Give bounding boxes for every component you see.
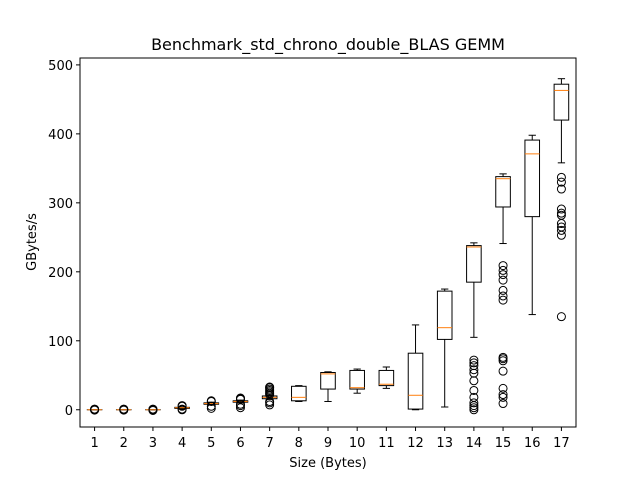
y-tick-label: 400 (48, 128, 73, 143)
y-tick-label: 200 (48, 266, 73, 281)
x-axis-label: Size (Bytes) (289, 456, 366, 471)
outlier-point (498, 265, 508, 275)
box-iqr (466, 245, 482, 283)
x-tick-label: 10 (349, 436, 366, 451)
x-tick-label: 9 (324, 436, 332, 451)
box-iqr (436, 290, 453, 340)
outlier-point (177, 404, 187, 414)
outlier-point (498, 399, 508, 409)
outlier-point (235, 393, 245, 403)
outlier-point (206, 401, 216, 411)
outlier-point (498, 261, 508, 271)
x-tick-label: 14 (466, 436, 483, 451)
outlier-point (469, 376, 479, 386)
outlier-point (235, 399, 245, 409)
x-tick-label: 7 (266, 436, 274, 451)
x-tick-label: 17 (553, 436, 570, 451)
outlier-point (556, 208, 566, 218)
outlier-point (177, 401, 187, 411)
plot-frame (79, 57, 577, 428)
x-tick-label: 8 (295, 436, 303, 451)
outlier-point (469, 398, 479, 408)
x-tick-label: 2 (120, 436, 128, 451)
outlier-point (498, 291, 508, 301)
outlier-point (469, 392, 479, 402)
outlier-point (498, 270, 508, 280)
outlier-point (498, 392, 508, 402)
outlier-point (469, 385, 479, 395)
outlier-point (469, 365, 479, 375)
outlier-point (265, 382, 275, 392)
outlier-point (556, 210, 566, 220)
outlier-point (556, 184, 566, 194)
box-iqr (495, 176, 511, 208)
x-tick-label: 6 (236, 436, 244, 451)
box-iqr (553, 83, 570, 121)
outlier-point (556, 172, 566, 182)
outlier-point (469, 361, 479, 371)
outlier-point (556, 312, 566, 322)
outlier-point (556, 225, 566, 235)
outlier-point (498, 390, 508, 400)
outlier-point (498, 356, 508, 366)
x-tick-label: 13 (436, 436, 453, 451)
outlier-point (556, 204, 566, 214)
outlier-point (90, 404, 100, 414)
y-tick-label: 0 (65, 404, 73, 419)
x-tick-label: 11 (378, 436, 395, 451)
box-iqr (378, 369, 395, 387)
chart-title: Benchmark_std_chrono_double_BLAS GEMM (151, 35, 505, 55)
outlier-point (469, 405, 479, 415)
box-iqr (291, 385, 307, 402)
box-iqr (320, 372, 336, 390)
y-tick-label: 300 (48, 197, 73, 212)
x-tick-label: 5 (207, 436, 215, 451)
outlier-point (206, 396, 216, 406)
y-axis-label: GBytes/s (25, 213, 40, 271)
outlier-point (556, 230, 566, 240)
outlier-point (469, 403, 479, 413)
outlier-point (498, 275, 508, 285)
x-tick-label: 12 (407, 436, 424, 451)
x-tick-label: 16 (524, 436, 541, 451)
outlier-point (265, 400, 275, 410)
x-tick-label: 3 (149, 436, 157, 451)
x-tick-label: 1 (90, 436, 98, 451)
outlier-point (498, 352, 508, 362)
y-tick-label: 500 (48, 59, 73, 74)
outlier-point (498, 366, 508, 376)
x-tick-label: 15 (495, 436, 512, 451)
x-tick-label: 4 (178, 436, 186, 451)
outlier-point (119, 404, 129, 414)
outlier-point (556, 222, 566, 232)
outlier-point (469, 355, 479, 365)
outlier-point (556, 177, 566, 187)
box-iqr (524, 139, 541, 218)
outlier-point (498, 285, 508, 295)
y-tick-label: 100 (48, 335, 73, 350)
outlier-point (498, 295, 508, 305)
box-iqr (349, 369, 365, 390)
outlier-point (469, 358, 479, 368)
outlier-point (148, 404, 158, 414)
box-iqr (407, 352, 424, 410)
outlier-point (498, 383, 508, 393)
